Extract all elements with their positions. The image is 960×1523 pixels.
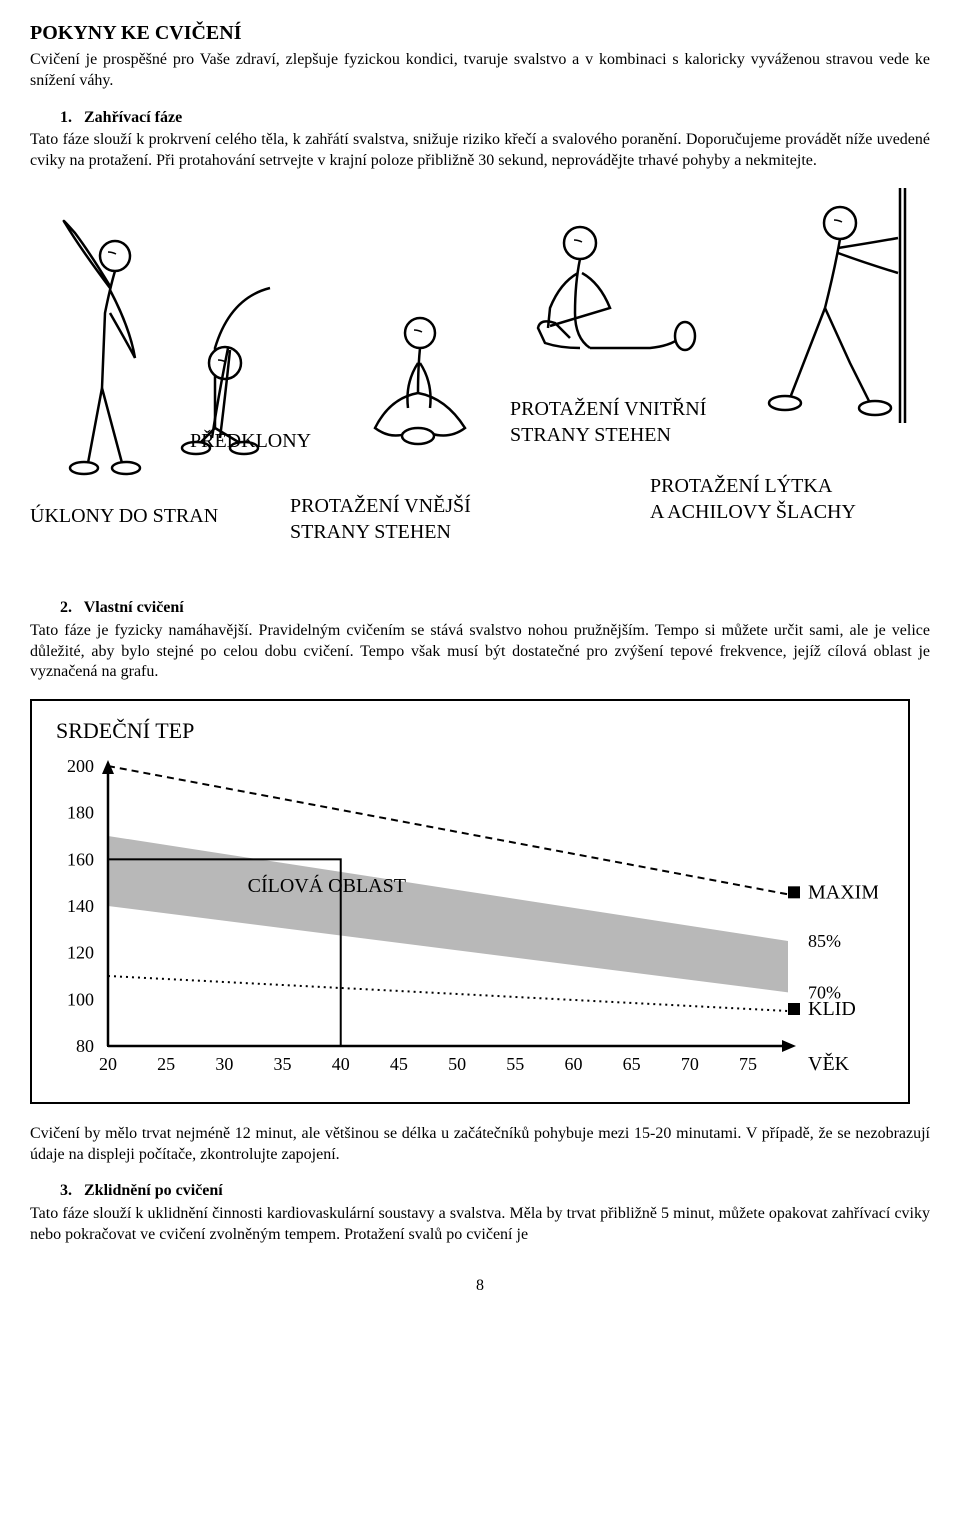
svg-text:50: 50 xyxy=(448,1054,466,1074)
svg-text:180: 180 xyxy=(67,802,94,822)
svg-text:140: 140 xyxy=(67,896,94,916)
section-2-title: Vlastní cvičení xyxy=(84,599,184,616)
vnejsi-label: PROTAŽENÍ VNĚJŠÍ STRANY STEHEN xyxy=(290,493,471,545)
svg-text:80: 80 xyxy=(76,1036,94,1056)
heart-rate-chart-svg: 200 180 160 140 120 100 8020 25 30 35 40 45 50 55 60 65… xyxy=(48,756,878,1086)
page-title: POKYNY KE CVIČENÍ xyxy=(30,20,930,46)
svg-text:CÍLOVÁ OBLAST: CÍLOVÁ OBLAST xyxy=(248,874,406,897)
svg-text:65: 65 xyxy=(623,1054,641,1074)
svg-text:VĚK: VĚK xyxy=(808,1052,850,1075)
section-3-body: Tato fáze slouží k uklidnění činnosti ka… xyxy=(30,1204,930,1246)
section-1-heading: 1. Zahřívací fáze xyxy=(60,108,930,129)
section-1-num: 1. xyxy=(60,109,72,126)
svg-text:20: 20 xyxy=(99,1054,117,1074)
svg-text:120: 120 xyxy=(67,942,94,962)
calf-stretch-icon xyxy=(730,188,930,428)
svg-text:75: 75 xyxy=(739,1054,757,1074)
svg-text:KLID: KLID xyxy=(808,998,856,1020)
svg-text:70: 70 xyxy=(681,1054,699,1074)
svg-text:35: 35 xyxy=(274,1054,292,1074)
section-2-num: 2. xyxy=(60,599,72,616)
butterfly-sit-icon xyxy=(340,308,510,468)
svg-text:55: 55 xyxy=(506,1054,524,1074)
heart-rate-chart: 200 180 160 140 120 100 8020 25 30 35 40 45 50 55 60 65… xyxy=(48,756,878,1086)
svg-text:MAXIMUM: MAXIMUM xyxy=(808,881,878,903)
svg-text:60: 60 xyxy=(564,1054,582,1074)
vnitrni-label: PROTAŽENÍ VNITŘNÍ STRANY STEHEN xyxy=(510,396,706,448)
intro-paragraph: Cvičení je prospěšné pro Vaše zdraví, zl… xyxy=(30,50,930,92)
stretch-illustrations: PŘEDKLONY PROTAŽENÍ VNITŘNÍ STRANY STEHE… xyxy=(30,188,930,568)
svg-text:40: 40 xyxy=(332,1054,350,1074)
svg-text:45: 45 xyxy=(390,1054,408,1074)
section-3-title: Zklidnění po cvičení xyxy=(84,1182,223,1199)
svg-text:25: 25 xyxy=(157,1054,175,1074)
page-number: 8 xyxy=(30,1276,930,1297)
chart-title: SRDEČNÍ TEP xyxy=(56,717,892,746)
section-3-num: 3. xyxy=(60,1182,72,1199)
svg-text:100: 100 xyxy=(67,989,94,1009)
section-2-heading: 2. Vlastní cvičení xyxy=(60,598,930,619)
svg-text:160: 160 xyxy=(67,849,94,869)
section-2-body: Tato fáze je fyzicky namáhavější. Pravid… xyxy=(30,621,930,683)
lytka-label: PROTAŽENÍ LÝTKA A ACHILOVY ŠLACHY xyxy=(650,473,856,525)
section-3-heading: 3. Zklidnění po cvičení xyxy=(60,1181,930,1202)
seated-stretch-icon xyxy=(520,208,710,378)
svg-text:30: 30 xyxy=(215,1054,233,1074)
predklony-label: PŘEDKLONY xyxy=(190,428,311,454)
side-bend-icon xyxy=(30,218,170,478)
after-chart-paragraph: Cvičení by mělo trvat nejméně 12 minut, … xyxy=(30,1124,930,1166)
svg-text:85%: 85% xyxy=(808,931,841,951)
uklony-label: ÚKLONY DO STRAN xyxy=(30,503,218,529)
section-1-title: Zahřívací fáze xyxy=(84,109,182,126)
section-1-body: Tato fáze slouží k prokrvení celého těla… xyxy=(30,130,930,172)
svg-text:200: 200 xyxy=(67,756,94,776)
heart-rate-chart-container: SRDEČNÍ TEP 200 180 160 140 120 100 8020 25 30 35… xyxy=(30,699,910,1104)
